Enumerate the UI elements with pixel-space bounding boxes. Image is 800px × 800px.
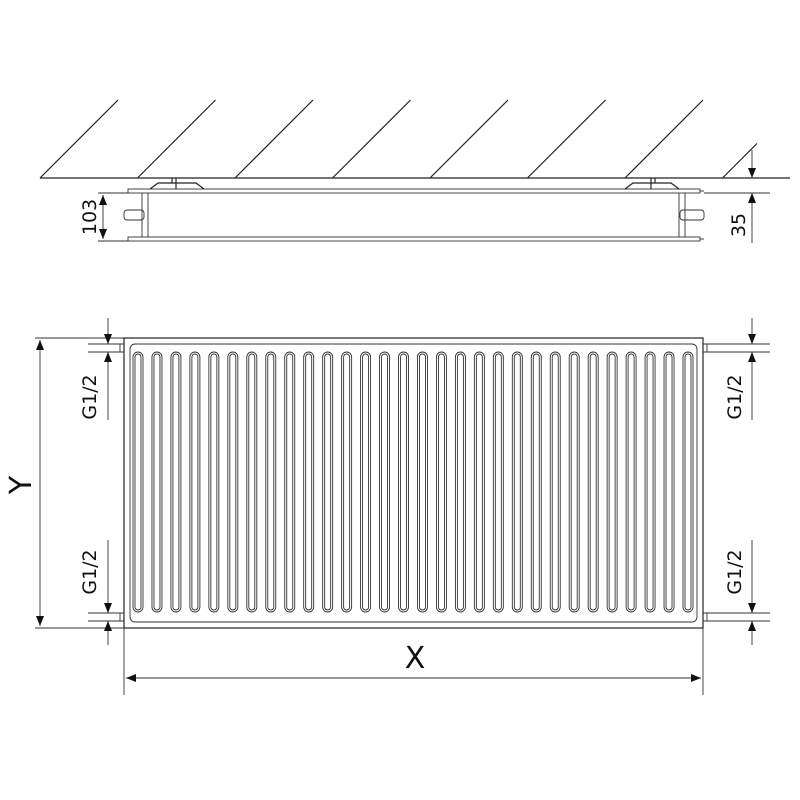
rear-panel-plate xyxy=(127,236,701,242)
hatch-line xyxy=(234,99,314,179)
fin xyxy=(454,351,466,613)
hatch-line xyxy=(624,99,704,179)
fin xyxy=(132,351,144,613)
connector-left xyxy=(123,209,145,221)
hatch-line xyxy=(527,99,606,179)
panel-outline xyxy=(123,337,704,629)
pipe-top-left xyxy=(88,343,124,353)
connection-label-top-right: G1/2 xyxy=(724,374,746,419)
fin xyxy=(625,351,637,613)
hatch-line xyxy=(332,99,411,179)
fin xyxy=(246,351,258,613)
fin xyxy=(379,351,391,613)
dimension-x-label: X xyxy=(405,641,426,676)
fin xyxy=(473,351,485,613)
front-panel-plate xyxy=(127,188,701,194)
fin xyxy=(170,351,182,613)
fin xyxy=(284,351,296,613)
connection-label-bottom-left: G1/2 xyxy=(79,549,101,594)
fin xyxy=(606,351,618,613)
fin xyxy=(435,351,447,613)
hatch-line xyxy=(429,99,509,179)
fin xyxy=(587,351,599,613)
fin xyxy=(663,351,675,613)
wall-bracket-right xyxy=(624,178,680,190)
fin xyxy=(511,351,523,613)
fin xyxy=(303,351,315,613)
wall-bracket-left xyxy=(149,178,205,190)
fin xyxy=(265,351,277,613)
fin xyxy=(549,351,561,613)
hatch-line xyxy=(722,143,758,179)
panel-inner-outline xyxy=(129,343,698,623)
radiator-top-view: 103 35 xyxy=(79,150,770,243)
fin xyxy=(644,351,656,613)
fin xyxy=(530,351,542,613)
fin xyxy=(151,351,163,613)
connector-right xyxy=(679,209,705,221)
fin xyxy=(492,351,504,613)
wall-hatching xyxy=(39,99,790,179)
dimension-103-label: 103 xyxy=(79,199,101,235)
fin xyxy=(417,351,428,613)
convector-fins xyxy=(132,351,694,613)
fin xyxy=(682,351,694,613)
hatch-line xyxy=(137,99,216,179)
dimension-35-label: 35 xyxy=(728,213,750,237)
fin xyxy=(208,351,220,613)
pipe-bottom-left xyxy=(88,612,124,622)
fin xyxy=(227,351,239,613)
hatch-line xyxy=(39,99,119,179)
fin xyxy=(398,351,409,613)
pipe-bottom-right xyxy=(703,612,770,622)
fin xyxy=(568,351,580,613)
dimension-y-label: Y xyxy=(4,475,39,495)
radiator-front-view: Y X G1/2 G1/2 G1/2 G1/2 xyxy=(4,318,770,695)
pipe-top-right xyxy=(703,343,770,353)
fin xyxy=(360,351,372,613)
fin xyxy=(189,351,201,613)
connection-label-top-left: G1/2 xyxy=(79,374,101,419)
fin xyxy=(341,351,353,613)
fin xyxy=(322,351,334,613)
connection-label-bottom-right: G1/2 xyxy=(724,549,746,594)
